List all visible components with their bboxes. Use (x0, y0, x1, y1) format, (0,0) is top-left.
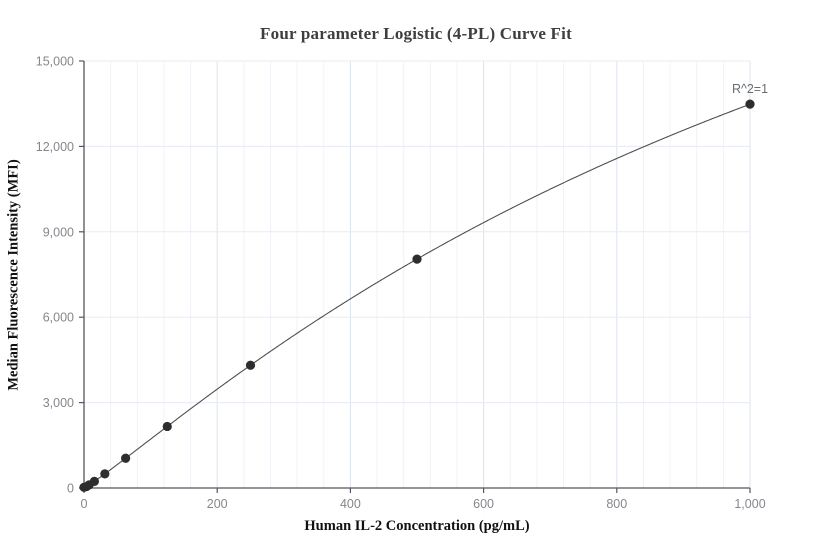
y-tick-label: 9,000 (43, 225, 74, 239)
data-point (412, 254, 422, 264)
y-tick-label: 15,000 (36, 55, 74, 69)
x-tick-label: 800 (606, 497, 627, 511)
x-tick-label: 0 (81, 497, 88, 511)
x-tick-label: 200 (207, 497, 228, 511)
y-tick-label: 3,000 (43, 396, 74, 410)
data-point (100, 469, 110, 479)
x-tick-label: 1,000 (734, 497, 765, 511)
data-point (89, 476, 99, 486)
data-point (245, 360, 256, 370)
x-axis-title: Human IL-2 Concentration (pg/mL) (304, 518, 530, 534)
x-tick-label: 600 (473, 497, 494, 511)
data-point (745, 99, 755, 109)
x-tick-label: 400 (340, 497, 361, 511)
r-squared-annotation: R^2=1 (732, 82, 768, 96)
y-tick-label: 12,000 (36, 140, 74, 154)
chart-title: Four parameter Logistic (4-PL) Curve Fit (260, 24, 572, 43)
fit-curve (83, 103, 751, 489)
data-point (121, 453, 131, 463)
data-point (162, 421, 172, 432)
y-tick-label: 0 (67, 482, 74, 496)
y-tick-label: 6,000 (43, 311, 74, 325)
